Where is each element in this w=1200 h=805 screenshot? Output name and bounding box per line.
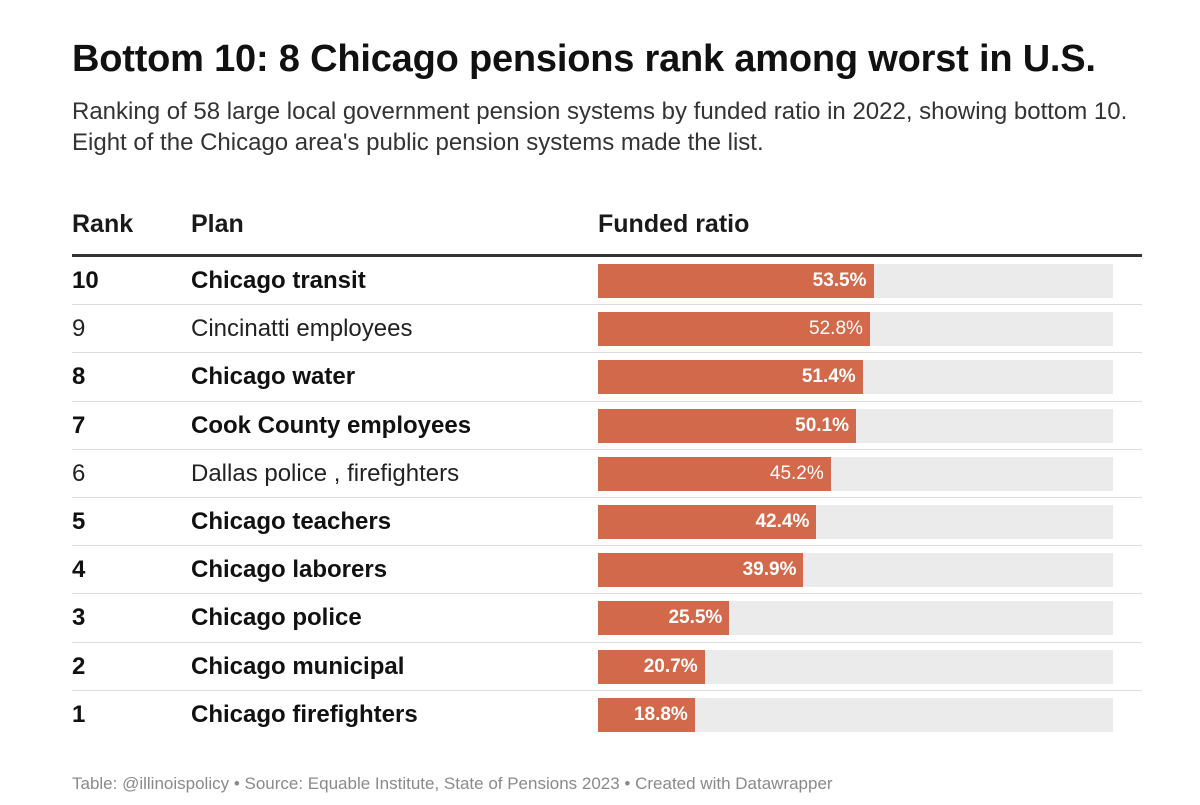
rank-cell: 7 [72,411,86,439]
bar-value-label: 52.8% [809,318,863,340]
funded-ratio-bar: 20.7% [598,649,705,684]
funded-ratio-bar: 45.2% [598,456,831,491]
table-row: 1 Chicago firefighters 18.8% [72,691,1142,739]
bar-track: 20.7% [598,649,1113,684]
rank-cell: 8 [72,363,86,391]
plan-cell: Cincinatti employees [191,315,413,343]
bar-track: 18.8% [598,697,1113,732]
rank-cell: 2 [72,652,86,680]
bar-track: 42.4% [598,504,1113,539]
plan-cell: Chicago municipal [191,652,405,680]
bar-track: 51.4% [598,360,1113,395]
chart-footer: Table: @illinoispolicy • Source: Equable… [72,774,833,793]
rank-cell: 5 [72,507,86,535]
bar-value-label: 45.2% [769,462,824,484]
plan-cell: Cook County employees [191,411,472,439]
table-row: 8 Chicago water 51.4% [72,353,1142,402]
chart-container: Bottom 10: 8 Chicago pensions rank among… [72,0,1142,732]
plan-cell: Chicago teachers [191,507,392,535]
bar-value-label: 51.4% [801,366,856,388]
pension-table: Rank Plan Funded ratio 10 Chicago transit… [72,200,1142,739]
rank-cell: 1 [72,700,86,728]
table-row: 10 Chicago transit 53.5% [72,257,1142,306]
table-body: 10 Chicago transit 53.5% 9 Cincinatti employ… [72,257,1142,739]
bar-value-label: 53.5% [812,270,867,291]
rank-cell: 9 [72,315,86,343]
bar-track: 45.2% [598,456,1113,491]
table-row: 7 Cook County employees 50.1% [72,402,1142,450]
plan-cell: Chicago water [191,363,356,391]
column-header-funded-ratio[interactable]: Funded ratio [598,210,750,238]
bar-track: 25.5% [598,601,1113,636]
table-header: Rank Plan Funded ratio [72,200,1142,257]
rank-cell: 4 [72,556,86,584]
funded-ratio-bar: 39.9% [598,553,804,588]
bar-value-label: 25.5% [668,607,723,629]
plan-cell: Chicago police [191,604,362,632]
bar-value-label: 42.4% [755,510,810,532]
table-row: 5 Chicago teachers 42.4% [72,498,1142,547]
bar-value-label: 39.9% [742,559,797,581]
rank-cell: 6 [72,459,86,487]
funded-ratio-bar: 18.8% [598,697,695,732]
column-header-plan[interactable]: Plan [191,210,244,238]
funded-ratio-bar: 25.5% [598,601,730,636]
column-header-rank[interactable]: Rank [72,210,134,238]
bar-value-label: 20.7% [643,655,698,677]
rank-cell: 10 [72,267,99,294]
plan-cell: Chicago laborers [191,556,388,584]
table-row: 9 Cincinatti employees 52.8% [72,305,1142,354]
funded-ratio-bar: 52.8% [598,312,870,347]
bar-value-label: 18.8% [633,703,688,725]
table-row: 6 Dallas police , firefighters 45.2% [72,450,1142,498]
bar-track: 53.5% [598,264,1113,298]
rank-cell: 3 [72,604,86,632]
table-row: 2 Chicago municipal 20.7% [72,643,1142,691]
funded-ratio-bar: 42.4% [598,504,817,539]
bar-track: 52.8% [598,312,1113,347]
bar-track: 50.1% [598,408,1113,443]
chart-subtitle: Ranking of 58 large local government pen… [72,98,1128,156]
funded-ratio-bar: 53.5% [598,264,874,298]
table-row: 3 Chicago police 25.5% [72,594,1142,643]
chart-title: Bottom 10: 8 Chicago pensions rank among… [72,38,1096,80]
table-row: 4 Chicago laborers 39.9% [72,546,1142,595]
bar-value-label: 50.1% [795,414,849,436]
plan-cell: Chicago transit [191,267,366,294]
bar-track: 39.9% [598,553,1113,588]
plan-cell: Chicago firefighters [191,700,418,728]
funded-ratio-bar: 51.4% [598,360,863,395]
plan-cell: Dallas police , firefighters [191,459,460,487]
funded-ratio-bar: 50.1% [598,408,856,443]
